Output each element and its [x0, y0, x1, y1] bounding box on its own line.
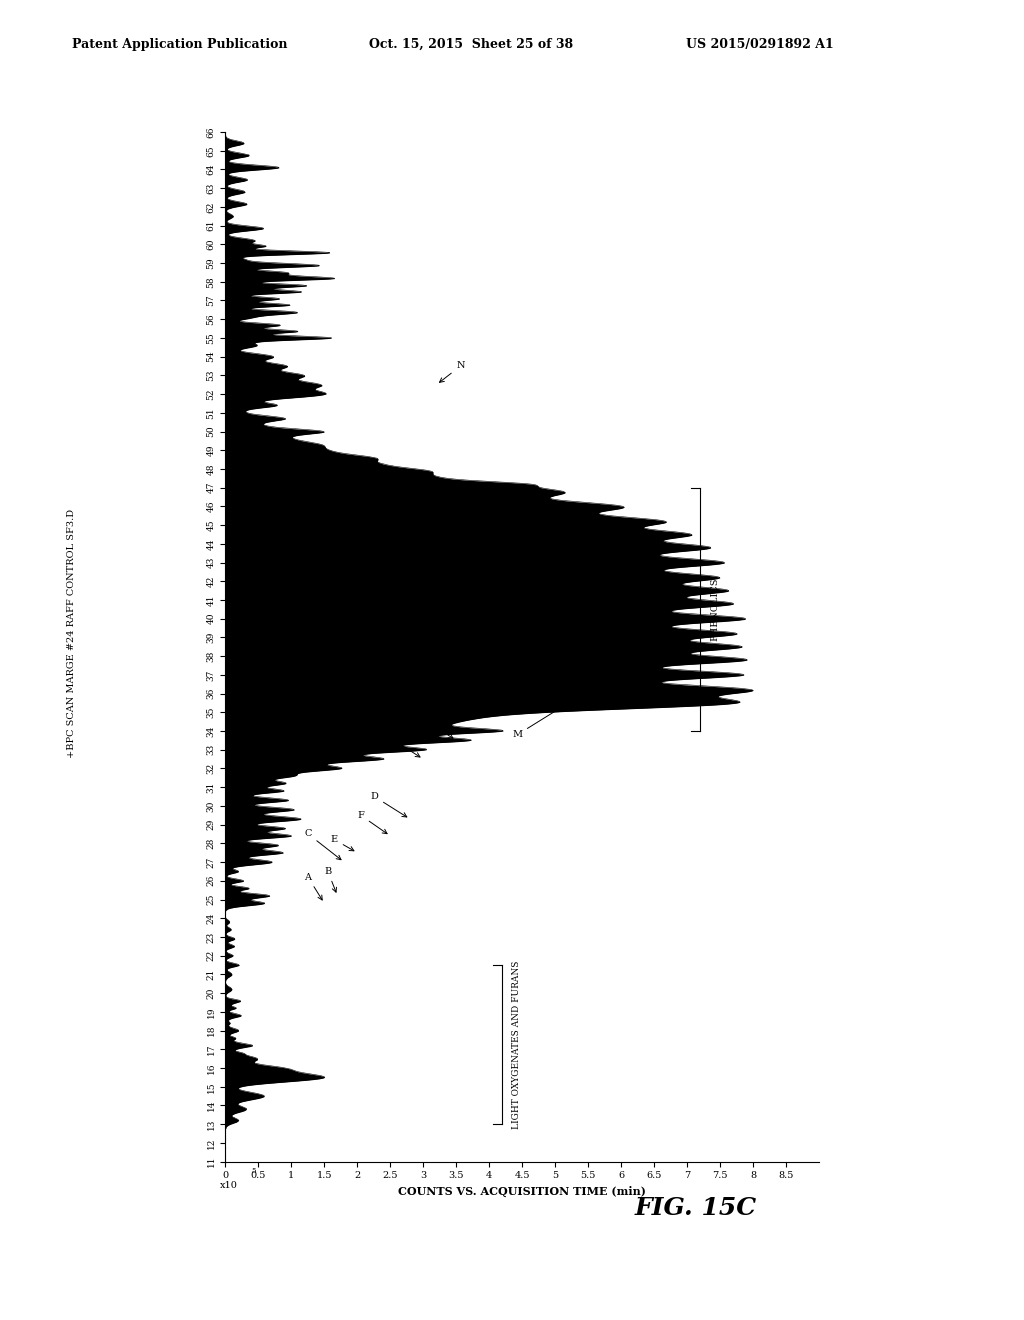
Text: G: G [390, 737, 420, 758]
X-axis label: COUNTS VS. ACQUISITION TIME (min): COUNTS VS. ACQUISITION TIME (min) [398, 1185, 646, 1197]
Text: US 2015/0291892 A1: US 2015/0291892 A1 [686, 37, 834, 50]
Text: E: E [331, 836, 354, 851]
Text: M: M [512, 705, 565, 739]
Text: D: D [371, 792, 407, 817]
Text: L: L [476, 558, 519, 583]
Text: F: F [357, 810, 387, 834]
Text: C: C [304, 829, 341, 859]
Text: K: K [457, 618, 499, 640]
Text: Oct. 15, 2015  Sheet 25 of 38: Oct. 15, 2015 Sheet 25 of 38 [369, 37, 572, 50]
Text: LIGHT OXYGENATES AND FURANS: LIGHT OXYGENATES AND FURANS [512, 961, 521, 1129]
Text: B: B [325, 867, 337, 892]
Text: N: N [439, 362, 465, 383]
Text: Patent Application Publication: Patent Application Publication [72, 37, 287, 50]
Text: 5: 5 [251, 1167, 255, 1175]
Text: A: A [304, 873, 323, 900]
Text: J: J [436, 671, 485, 693]
Text: x10: x10 [220, 1181, 238, 1191]
Text: PHENOLICS: PHENOLICS [711, 578, 719, 642]
Text: FIG. 15C: FIG. 15C [635, 1196, 757, 1220]
Text: +BPC SCAN MARGE #24 RAFF CONTROL SF3.D: +BPC SCAN MARGE #24 RAFF CONTROL SF3.D [68, 510, 76, 758]
Text: H: H [423, 717, 453, 738]
